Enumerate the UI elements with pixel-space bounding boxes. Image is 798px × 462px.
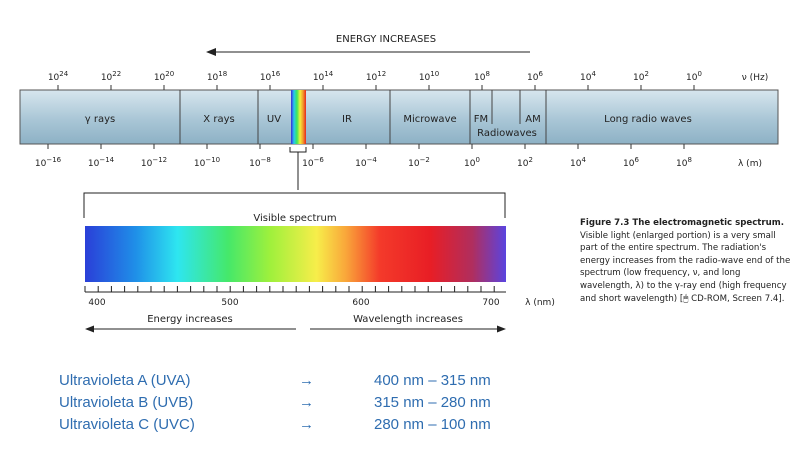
wave-tick-label: 10−6 (302, 156, 324, 169)
uv-name: Ultravioleta A (UVA) (59, 372, 191, 389)
wave-tick-label: 106 (623, 156, 639, 169)
region-ir: IR (342, 114, 352, 125)
freq-tick-label: 106 (527, 70, 543, 83)
wave-tick-label: 104 (570, 156, 586, 169)
visible-frame (83, 192, 506, 218)
caption-tail: CD-ROM, Screen 7.4]. (688, 293, 785, 304)
visible-spectrum-title: Visible spectrum (253, 213, 336, 224)
uv-name: Ultravioleta C (UVC) (59, 416, 195, 433)
energy-increases-label: ENERGY INCREASES (336, 34, 436, 45)
energy-small-arrow-head (85, 325, 94, 333)
wave-tick-label: 10−16 (35, 156, 62, 169)
visible-slice (291, 90, 306, 144)
wavelength-axis: 10−16 10−14 10−12 10−10 10−8 10−6 10−4 1… (35, 156, 762, 169)
region-uv: UV (267, 114, 281, 125)
wave-tick-label: 10−14 (88, 156, 115, 169)
wave-tick-label: 10−12 (141, 156, 167, 169)
visible-minor-ticks (84, 286, 495, 292)
band-bottom-ticks (47, 144, 685, 149)
spectrum-band (19, 89, 779, 145)
visible-tick-700: 700 (482, 298, 499, 308)
caption-body: Visible light (enlarged portion) is a ve… (580, 230, 791, 304)
region-microwave: Microwave (403, 114, 456, 125)
region-x-rays: X rays (203, 114, 234, 125)
wave-tick-label: 10−4 (355, 156, 377, 169)
region-fm: FM (474, 114, 488, 125)
wave-tick-label: 100 (464, 156, 480, 169)
visible-tick-500: 500 (221, 298, 238, 308)
arrow-right-icon: → (299, 372, 314, 389)
energy-arrow-head (206, 48, 216, 56)
frequency-axis: 1024 1022 1020 1018 1016 1014 1012 1010 … (48, 70, 768, 83)
wave-tick-label: 10−2 (408, 156, 430, 169)
visible-rainbow-bar (85, 226, 506, 282)
freq-tick-label: 1020 (154, 70, 174, 83)
freq-tick-label: 1022 (101, 70, 121, 83)
figure-caption: Figure 7.3 The electromagnetic spectrum.… (580, 217, 795, 305)
freq-tick-label: 1012 (366, 70, 386, 83)
freq-tick-label: 100 (686, 70, 702, 83)
wave-unit: λ (m) (738, 159, 762, 169)
region-dividers (179, 90, 547, 144)
region-gamma-rays: γ rays (85, 114, 115, 125)
visible-tick-400: 400 (88, 298, 105, 308)
uv-name: Ultravioleta B (UVB) (59, 394, 194, 411)
freq-tick-label: 1014 (313, 70, 334, 83)
uv-range: 315 nm – 280 nm (374, 394, 491, 411)
freq-tick-label: 102 (633, 70, 649, 83)
freq-tick-label: 1018 (207, 70, 227, 83)
arrow-right-icon: → (299, 394, 314, 411)
freq-tick-label: 104 (580, 70, 596, 83)
region-radiowaves: Radiowaves (477, 128, 537, 139)
freq-tick-label: 1024 (48, 70, 69, 83)
wave-tick-label: 10−10 (194, 156, 220, 169)
uv-range: 400 nm – 315 nm (374, 372, 491, 389)
energy-increases-small: Energy increases (147, 314, 233, 325)
wave-tick-label: 10−8 (249, 156, 271, 169)
freq-tick-label: 108 (474, 70, 490, 83)
caption-title: Figure 7.3 The electromagnetic spectrum. (580, 218, 784, 228)
freq-tick-label: 1010 (419, 70, 439, 83)
visible-bracket (289, 147, 307, 153)
cd-rom-icon: 🖱 (683, 293, 689, 304)
wave-tick-label: 102 (517, 156, 533, 169)
visible-unit: λ (nm) (525, 298, 555, 308)
wavelength-arrow-head (497, 325, 506, 333)
region-long-radio-waves: Long radio waves (604, 114, 692, 125)
freq-unit: ν (Hz) (742, 73, 768, 83)
band-top-ticks (57, 85, 695, 90)
visible-tick-600: 600 (352, 298, 369, 308)
wavelength-increases-label: Wavelength increases (353, 314, 463, 325)
arrow-right-icon: → (299, 416, 314, 433)
uv-range: 280 nm – 100 nm (374, 416, 491, 433)
wave-tick-label: 108 (676, 156, 692, 169)
region-am: AM (525, 114, 540, 125)
freq-tick-label: 1016 (260, 70, 281, 83)
